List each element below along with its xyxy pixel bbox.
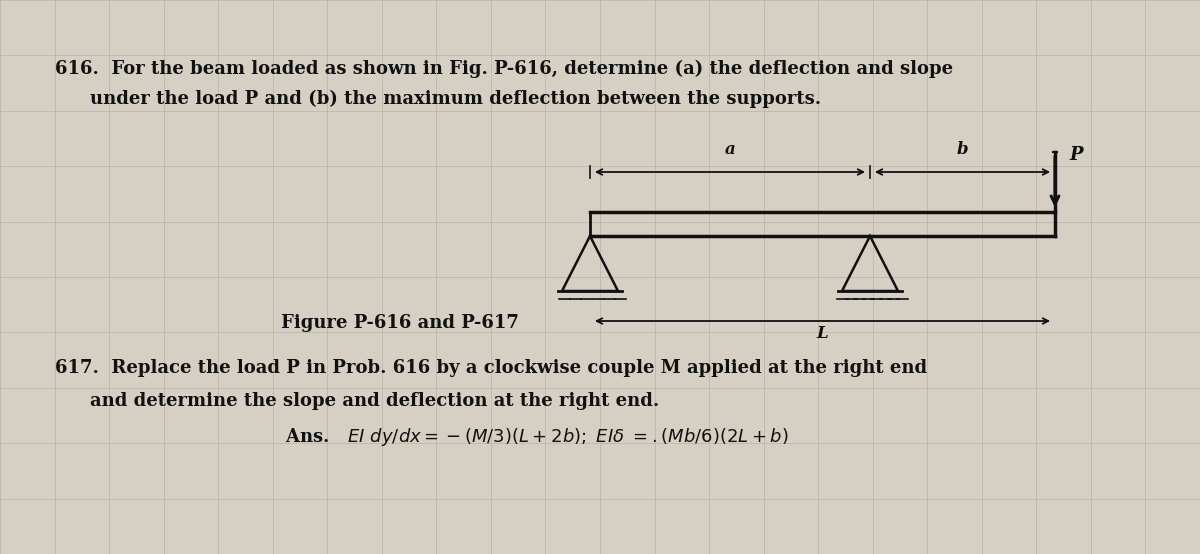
Text: under the load P and (b) the maximum deflection between the supports.: under the load P and (b) the maximum def… xyxy=(90,90,821,108)
Text: P: P xyxy=(1069,146,1082,164)
Text: a: a xyxy=(725,141,736,158)
Text: L: L xyxy=(817,325,828,342)
Text: and determine the slope and deflection at the right end.: and determine the slope and deflection a… xyxy=(90,392,659,410)
Text: 616.  For the beam loaded as shown in Fig. P-616, determine (a) the deflection a: 616. For the beam loaded as shown in Fig… xyxy=(55,60,953,78)
Text: 617.  Replace the load P in Prob. 616 by a clockwise couple M applied at the rig: 617. Replace the load P in Prob. 616 by … xyxy=(55,359,928,377)
Text: Figure P-616 and P-617: Figure P-616 and P-617 xyxy=(281,314,518,332)
Text: b: b xyxy=(956,141,968,158)
Text: Ans.   $EI\ dy/dx = -(M/3)(L + 2b);\ EI\delta\ =.(Mb/6)(2L + b)$: Ans. $EI\ dy/dx = -(M/3)(L + 2b);\ EI\de… xyxy=(286,426,788,448)
